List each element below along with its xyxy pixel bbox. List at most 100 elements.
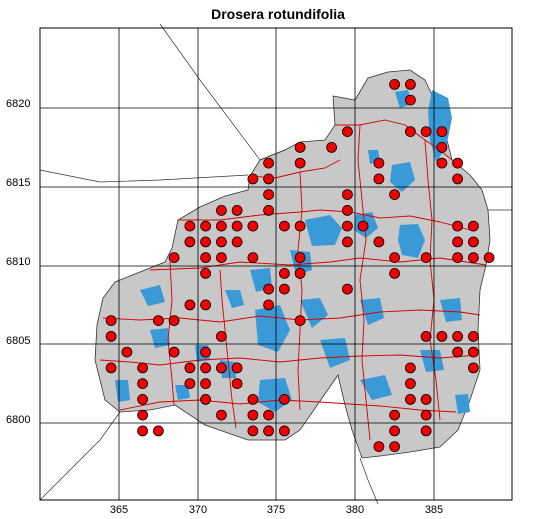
record-dot (467, 346, 479, 358)
record-dot (294, 141, 306, 153)
record-dot (420, 425, 432, 437)
record-dot (231, 204, 243, 216)
record-dot (452, 252, 464, 264)
record-dot (357, 220, 369, 232)
y-tick-label: 6815 (6, 177, 31, 189)
record-dot (389, 425, 401, 437)
record-dot (452, 236, 464, 248)
record-dot (200, 346, 212, 358)
record-dot (105, 315, 117, 327)
record-dot (373, 441, 385, 453)
record-dot (184, 236, 196, 248)
record-dot (467, 362, 479, 374)
record-dot (137, 378, 149, 390)
record-dot (483, 252, 495, 264)
record-dot (247, 409, 259, 421)
record-dot (137, 393, 149, 405)
record-dot (452, 157, 464, 169)
record-dot (231, 378, 243, 390)
record-dot (404, 126, 416, 138)
record-dot (231, 220, 243, 232)
record-dots (105, 79, 495, 453)
record-dot (404, 79, 416, 90)
record-dot (263, 157, 275, 169)
record-dot (263, 204, 275, 216)
record-dot (247, 425, 259, 437)
record-dot (389, 409, 401, 421)
record-dot (341, 220, 353, 232)
grid-lines (40, 28, 512, 500)
record-dot (326, 141, 338, 153)
record-dot (467, 252, 479, 264)
record-dot (247, 252, 259, 264)
record-dot (389, 252, 401, 264)
record-dot (420, 126, 432, 138)
record-dot (168, 315, 180, 327)
record-dot (200, 236, 212, 248)
record-dot (215, 220, 227, 232)
record-dot (294, 220, 306, 232)
record-dot (452, 330, 464, 342)
record-dot (294, 157, 306, 169)
record-dot (373, 236, 385, 248)
record-dot (278, 267, 290, 279)
record-dot (278, 220, 290, 232)
y-tick-label: 6800 (6, 414, 31, 426)
record-dot (263, 409, 275, 421)
record-dot (420, 252, 432, 264)
record-dot (215, 252, 227, 264)
record-dot (467, 236, 479, 248)
record-dot (373, 157, 385, 169)
record-dot (137, 425, 149, 437)
record-dot (404, 378, 416, 390)
map-title: Drosera rotundifolia (211, 6, 345, 22)
record-dot (137, 362, 149, 374)
record-dot (215, 409, 227, 421)
record-dot (200, 252, 212, 264)
record-dot (278, 393, 290, 405)
record-dot (452, 346, 464, 358)
x-tick-label: 375 (266, 504, 286, 516)
record-dot (184, 362, 196, 374)
record-dot (215, 236, 227, 248)
record-dot (184, 378, 196, 390)
record-dot (200, 362, 212, 374)
record-dot (452, 173, 464, 185)
record-dot (404, 94, 416, 106)
record-dot (263, 189, 275, 201)
record-dot (105, 362, 117, 374)
record-dot (247, 393, 259, 405)
record-dot (200, 267, 212, 279)
record-dot (389, 79, 401, 90)
record-dot (263, 425, 275, 437)
roads (39, 23, 512, 505)
record-dot (137, 409, 149, 421)
record-dot (467, 220, 479, 232)
x-tick-label: 385 (424, 504, 444, 516)
record-dot (215, 204, 227, 216)
record-dot (263, 173, 275, 185)
district-boundaries (99, 119, 487, 441)
record-dot (389, 441, 401, 453)
record-dot (152, 315, 164, 327)
record-dot (152, 425, 164, 437)
record-dot (389, 189, 401, 201)
record-dot (294, 267, 306, 279)
record-dot (200, 393, 212, 405)
record-dot (263, 299, 275, 311)
record-dot (200, 299, 212, 311)
y-tick-label: 6810 (6, 256, 31, 268)
record-dot (215, 362, 227, 374)
record-dot (341, 126, 353, 138)
record-dot (278, 425, 290, 437)
record-dot (436, 126, 448, 138)
x-tick-label: 380 (345, 504, 365, 516)
record-dot (420, 330, 432, 342)
record-dot (278, 283, 290, 295)
x-tick-label: 365 (109, 504, 129, 516)
x-tick-label: 370 (188, 504, 208, 516)
record-dot (121, 346, 133, 358)
record-dot (168, 346, 180, 358)
record-dot (105, 330, 117, 342)
